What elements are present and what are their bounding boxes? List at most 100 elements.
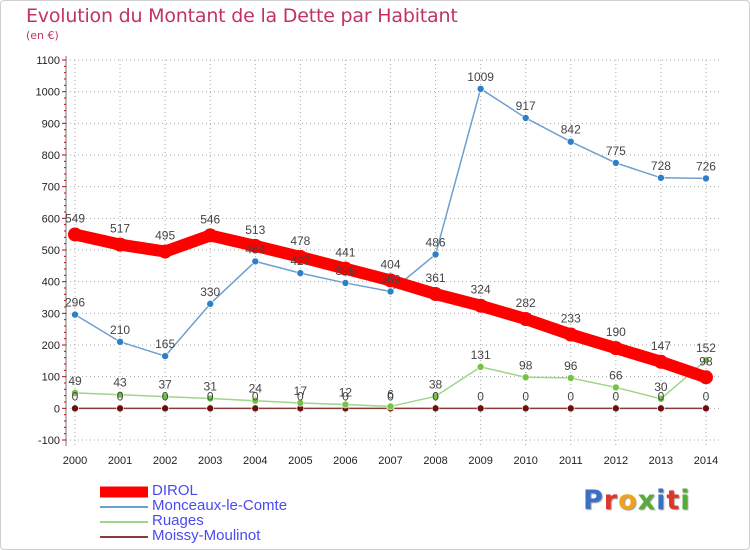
data-label-moissy-moulinot: 0 [297,389,304,403]
data-point-ruages [566,374,575,382]
data-point-monceaux-le-comte [251,257,260,266]
x-tick-label: 2007 [378,455,402,467]
legend-item-moissy[interactable]: Moissy-Moulinot [100,527,360,545]
data-label-monceaux-le-comte: 842 [561,123,581,137]
y-tick-label: 700 [42,182,60,194]
data-point-monceaux-le-comte [521,114,530,122]
data-label-dirol: 549 [65,211,85,225]
logo-letter: i [680,485,691,516]
data-label-monceaux-le-comte: 464 [245,242,265,256]
data-point-dirol [383,273,398,288]
data-point-dirol [563,327,578,342]
data-label-monceaux-le-comte: 369 [380,272,400,286]
data-label-dirol: 404 [380,257,400,271]
data-label-monceaux-le-comte: 165 [155,337,175,351]
data-point-moissy-moulinot [251,404,260,413]
data-point-ruages [702,356,710,365]
logo-letter: x [637,485,657,516]
data-label-ruages: 37 [158,378,172,392]
data-label-dirol: 517 [110,222,130,236]
data-point-ruages [251,396,260,405]
y-tick-label: 300 [42,308,60,320]
data-label-moissy-moulinot: 0 [477,389,484,403]
data-point-moissy-moulinot [476,404,485,413]
data-point-dirol [293,249,308,264]
data-point-ruages [296,399,305,407]
proxiti-logo: Proxiti [583,485,691,516]
data-point-ruages [476,363,485,371]
data-point-monceaux-le-comte [161,352,169,360]
data-point-dirol [338,261,353,276]
data-label-dirol: 324 [471,283,491,297]
data-label-monceaux-le-comte: 726 [696,159,716,173]
data-label-ruages: 43 [113,376,127,390]
legend-swatch-monceaux [100,506,148,508]
data-label-moissy-moulinot: 0 [658,389,665,403]
data-point-ruages [386,402,395,411]
x-tick-label: 2006 [333,455,357,467]
data-point-ruages [116,390,124,399]
legend-item-monceaux[interactable]: Monceaux-le-Comte [100,497,360,515]
data-point-moissy-moulinot [566,404,575,413]
data-label-moissy-moulinot: 0 [703,389,710,403]
data-label-moissy-moulinot: 0 [567,389,574,403]
x-tick-label: 2000 [63,455,87,467]
data-point-moissy-moulinot [116,404,124,413]
y-tick-label: 600 [42,213,60,225]
data-label-ruages: 96 [564,359,578,373]
data-point-ruages [341,400,350,409]
data-label-dirol: 361 [426,271,446,285]
legend-item-dirol[interactable]: DIROL [100,482,360,500]
data-point-moissy-moulinot [657,404,665,413]
y-tick-label: 200 [42,340,60,352]
data-label-dirol: 147 [651,339,671,353]
chart-title: Evolution du Montant de la Dette par Hab… [26,5,458,27]
y-tick-label: 1000 [36,87,60,99]
data-label-ruages: 24 [249,382,263,396]
data-point-monceaux-le-comte [612,159,620,167]
data-label-moissy-moulinot: 0 [117,389,124,403]
data-point-monceaux-le-comte [296,269,305,277]
legend-swatch-ruages [100,521,148,523]
data-point-dirol [428,287,443,302]
data-point-moissy-moulinot [206,404,215,413]
x-tick-label: 2003 [198,455,222,467]
legend-label-ruages: Ruages [152,512,204,529]
data-label-ruages: 152 [696,341,716,355]
data-point-moissy-moulinot [702,404,710,413]
data-point-dirol [608,341,623,356]
data-point-monceaux-le-comte [431,250,440,259]
x-tick-label: 2005 [288,455,312,467]
y-tick-label: 0 [54,403,60,415]
legend-item-ruages[interactable]: Ruages [100,512,360,530]
data-point-ruages [612,383,620,392]
data-point-ruages [431,392,440,401]
data-point-monceaux-le-comte [476,85,485,93]
data-label-monceaux-le-comte: 210 [110,323,130,337]
data-label-moissy-moulinot: 0 [252,389,259,403]
x-tick-label: 2002 [153,455,177,467]
y-tick-label: 900 [42,118,60,130]
data-point-dirol [203,228,218,243]
data-label-monceaux-le-comte: 917 [516,99,536,113]
logo-letter: P [583,485,604,516]
data-point-moissy-moulinot [161,404,169,413]
data-label-dirol: 495 [155,229,175,243]
x-tick-label: 2013 [649,455,673,467]
legend-label-dirol: DIROL [152,482,198,499]
legend-label-moissy: Moissy-Moulinot [152,527,261,544]
data-point-dirol [653,354,668,369]
data-point-monceaux-le-comte [206,300,215,308]
legend: DIROL Monceaux-le-Comte Ruages Moissy-Mo… [100,482,360,545]
legend-swatch-dirol [100,486,148,498]
y-tick-label: 500 [42,245,60,257]
data-point-moissy-moulinot [71,404,79,413]
data-label-ruages: 17 [294,384,308,398]
x-tick-label: 2011 [559,455,583,467]
data-label-monceaux-le-comte: 330 [200,285,220,299]
x-tick-label: 2014 [694,455,718,467]
data-label-ruages: 49 [68,374,82,388]
data-point-ruages [71,389,79,397]
chart-subtitle: (en €) [26,29,59,42]
